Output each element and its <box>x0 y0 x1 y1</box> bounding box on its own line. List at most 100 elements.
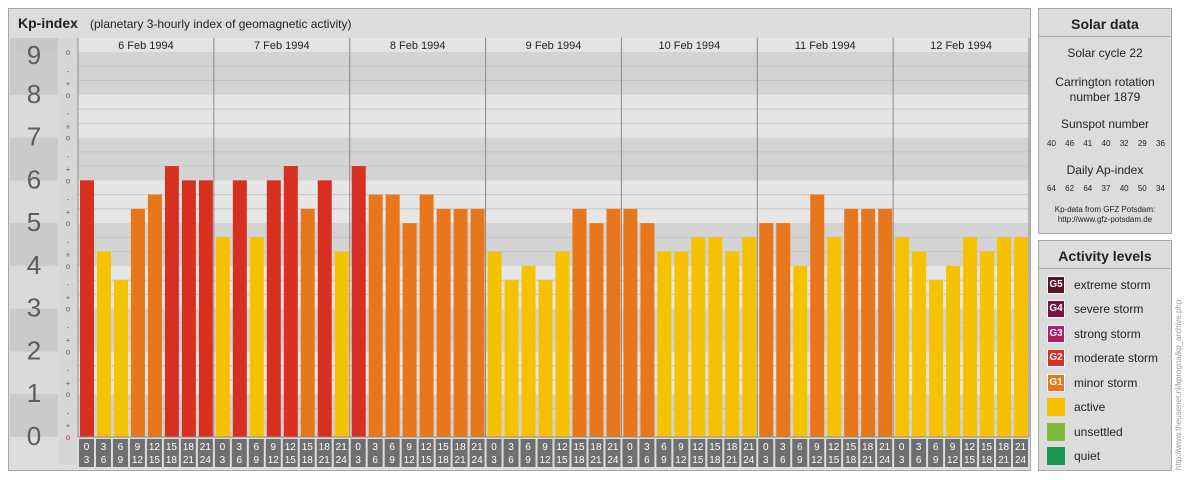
kp-bar <box>113 280 128 437</box>
y-axis-band <box>10 223 58 266</box>
x-tick-label: 0 <box>763 442 769 453</box>
x-tick-label: 21 <box>472 442 484 453</box>
x-tick-label: 15 <box>828 455 840 466</box>
kp-bar <box>80 180 94 438</box>
kp-bar <box>997 237 1012 437</box>
ap-value: 34 <box>1156 184 1165 193</box>
y-minor-tick: - <box>67 237 70 246</box>
x-tick-box <box>724 439 740 467</box>
x-tick-box <box>894 439 910 467</box>
x-tick-box <box>605 439 621 467</box>
y-tick-label: 9 <box>27 40 41 70</box>
x-tick-label: 24 <box>1015 455 1027 466</box>
y-tick-label: 1 <box>27 378 41 408</box>
y-axis-band <box>10 351 58 395</box>
x-tick-box <box>809 439 825 467</box>
y-axis-band <box>10 265 58 309</box>
y-axis-band <box>10 94 58 138</box>
kp-bar <box>470 208 485 437</box>
x-tick-box <box>146 439 162 467</box>
x-tick-label: 18 <box>438 455 450 466</box>
legend-swatch-quiet <box>1047 446 1065 465</box>
kp-bar <box>249 237 264 437</box>
x-tick-label: 18 <box>981 455 993 466</box>
sunspot-value: 46 <box>1065 139 1075 148</box>
x-tick-label: 3 <box>372 442 378 453</box>
y-minor-tick: o <box>66 305 71 314</box>
sunspot-values: 40 46 41 40 32 29 36 <box>1047 139 1165 148</box>
x-tick-box <box>622 439 638 467</box>
x-tick-label: 3 <box>220 455 226 466</box>
kp-bar <box>164 166 179 438</box>
y-minor-tick: + <box>66 122 71 131</box>
kp-bar <box>198 180 213 438</box>
x-tick-box <box>877 439 893 467</box>
y-minor-tick: o <box>66 262 71 271</box>
solar-cycle: Solar cycle 22 <box>1067 46 1143 60</box>
kp-band <box>78 137 1029 181</box>
kp-bar <box>555 251 570 437</box>
x-tick-label: 18 <box>455 442 467 453</box>
kp-bar <box>691 237 706 437</box>
y-axis-band <box>10 52 58 95</box>
x-tick-box <box>826 439 842 467</box>
x-tick-box <box>299 439 315 467</box>
x-tick-label: 3 <box>780 442 786 453</box>
x-tick-label: 15 <box>302 442 314 453</box>
x-tick-label: 6 <box>644 455 650 466</box>
x-tick-label: 3 <box>899 455 905 466</box>
kp-bar <box>589 223 604 437</box>
x-tick-label: 12 <box>285 442 297 453</box>
kp-bar <box>385 194 400 437</box>
kp-bar <box>861 208 876 437</box>
x-tick-label: 9 <box>254 455 260 466</box>
y-minor-tick: o <box>66 347 71 356</box>
x-tick-label: 12 <box>132 455 144 466</box>
credit-url: http://www.theusenet.nl/kprogna/kp_archi… <box>1174 299 1183 470</box>
y-minor-tick: - <box>67 366 70 375</box>
x-tick-label: 15 <box>421 455 433 466</box>
x-tick-label: 6 <box>780 455 786 466</box>
x-tick-label: 0 <box>355 442 361 453</box>
x-tick-box <box>197 439 213 467</box>
kp-bar <box>419 194 434 437</box>
kp-bar <box>912 251 927 437</box>
x-tick-label: 15 <box>845 442 857 453</box>
x-tick-box <box>537 439 553 467</box>
x-tick-label: 21 <box>183 455 195 466</box>
kp-bar <box>317 180 332 438</box>
y-minor-column <box>59 38 77 465</box>
y-minor-tick: o <box>66 390 71 399</box>
kp-bar <box>283 166 298 438</box>
kp-bar <box>844 208 859 437</box>
x-tick-label: 21 <box>726 455 738 466</box>
y-minor-tick: o <box>66 433 71 442</box>
kp-bar <box>742 237 757 437</box>
x-tick-label: 21 <box>336 442 348 453</box>
kp-bar <box>504 280 519 437</box>
x-tick-label: 3 <box>101 442 107 453</box>
kp-band <box>78 52 1029 95</box>
legend-label: quiet <box>1074 448 1101 463</box>
x-tick-box <box>996 439 1012 467</box>
x-tick-label: 3 <box>84 455 90 466</box>
kp-bar <box>96 251 111 437</box>
x-tick-label: 18 <box>319 442 331 453</box>
x-tick-label: 12 <box>404 455 416 466</box>
y-minor-tick: o <box>66 91 71 100</box>
legend-label: minor storm <box>1074 375 1138 390</box>
sunspot-value: 40 <box>1047 139 1056 148</box>
x-tick-label: 18 <box>862 442 874 453</box>
x-tick-label: 9 <box>797 455 803 466</box>
x-tick-label: 18 <box>845 455 857 466</box>
kp-bar <box>895 237 910 437</box>
kp-bar <box>181 180 196 438</box>
x-tick-box <box>792 439 808 467</box>
ap-value: 50 <box>1137 184 1147 193</box>
x-tick-label: 15 <box>438 442 450 453</box>
x-tick-box <box>656 439 672 467</box>
x-tick-box <box>95 439 111 467</box>
x-tick-label: 21 <box>607 442 619 453</box>
x-tick-label: 6 <box>237 455 243 466</box>
legend-swatch-g1: G1 <box>1047 373 1065 392</box>
